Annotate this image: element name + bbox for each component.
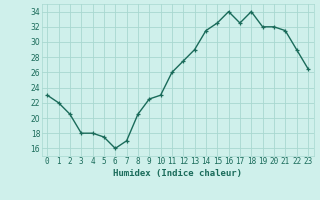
X-axis label: Humidex (Indice chaleur): Humidex (Indice chaleur): [113, 169, 242, 178]
